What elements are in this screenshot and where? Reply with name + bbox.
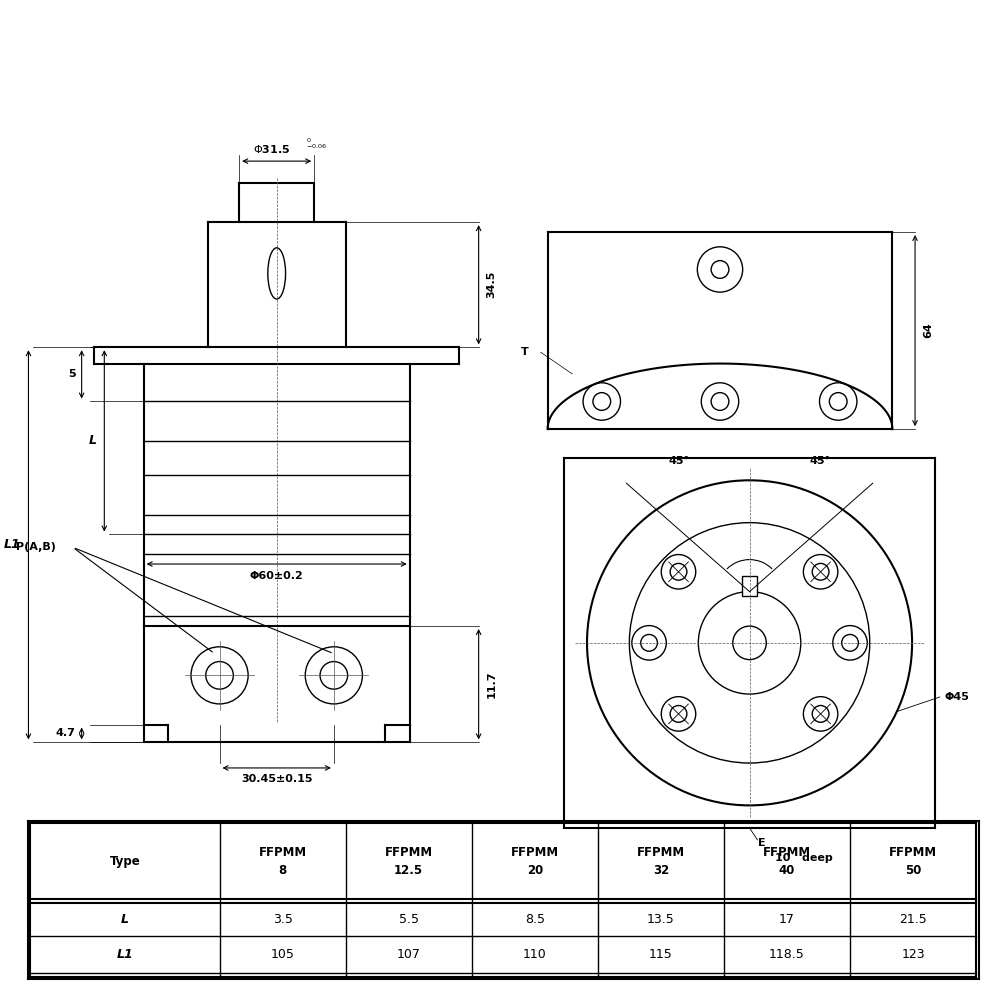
Text: 4.7: 4.7 xyxy=(56,728,76,738)
Text: L1: L1 xyxy=(117,948,133,961)
Text: 45°: 45° xyxy=(668,456,689,466)
Text: $\Phi$31.5: $\Phi$31.5 xyxy=(253,143,290,155)
Text: 34.5: 34.5 xyxy=(487,271,497,298)
Text: 5: 5 xyxy=(68,369,76,379)
Text: Φ60±0.2: Φ60±0.2 xyxy=(250,571,304,581)
Text: E: E xyxy=(758,838,765,848)
Text: 8.5: 8.5 xyxy=(525,913,545,926)
Text: 11.7: 11.7 xyxy=(487,670,497,698)
Text: FFPMM
40: FFPMM 40 xyxy=(763,846,811,877)
Text: 10   deep: 10 deep xyxy=(775,853,833,863)
Text: P(A,B): P(A,B) xyxy=(16,542,56,552)
Text: L: L xyxy=(121,913,129,926)
Text: Type: Type xyxy=(110,855,140,868)
Text: $^{0}_{-0.06}$: $^{0}_{-0.06}$ xyxy=(306,136,327,151)
Bar xyxy=(742,576,757,596)
Text: 5.5: 5.5 xyxy=(399,913,419,926)
Text: 3.5: 3.5 xyxy=(273,913,293,926)
Text: 105: 105 xyxy=(271,948,295,961)
Text: L1: L1 xyxy=(4,538,21,551)
Text: 110: 110 xyxy=(523,948,547,961)
Text: FFPMM
50: FFPMM 50 xyxy=(889,846,937,877)
Text: 64: 64 xyxy=(923,323,933,338)
Text: 115: 115 xyxy=(649,948,673,961)
Text: FFPMM
12.5: FFPMM 12.5 xyxy=(385,846,433,877)
Text: 123: 123 xyxy=(901,948,925,961)
Text: FFPMM
8: FFPMM 8 xyxy=(259,846,307,877)
Text: 118.5: 118.5 xyxy=(769,948,805,961)
Text: T: T xyxy=(521,347,529,357)
Text: 13.5: 13.5 xyxy=(647,913,675,926)
Text: FFPMM
20: FFPMM 20 xyxy=(511,846,559,877)
Text: 30.45±0.15: 30.45±0.15 xyxy=(241,774,312,784)
Text: L: L xyxy=(88,434,96,447)
Text: Φ45: Φ45 xyxy=(945,692,969,702)
Text: 107: 107 xyxy=(397,948,421,961)
Text: FFPMM
32: FFPMM 32 xyxy=(637,846,685,877)
Text: 17: 17 xyxy=(779,913,795,926)
Text: 21.5: 21.5 xyxy=(899,913,927,926)
Text: 45°: 45° xyxy=(810,456,831,466)
